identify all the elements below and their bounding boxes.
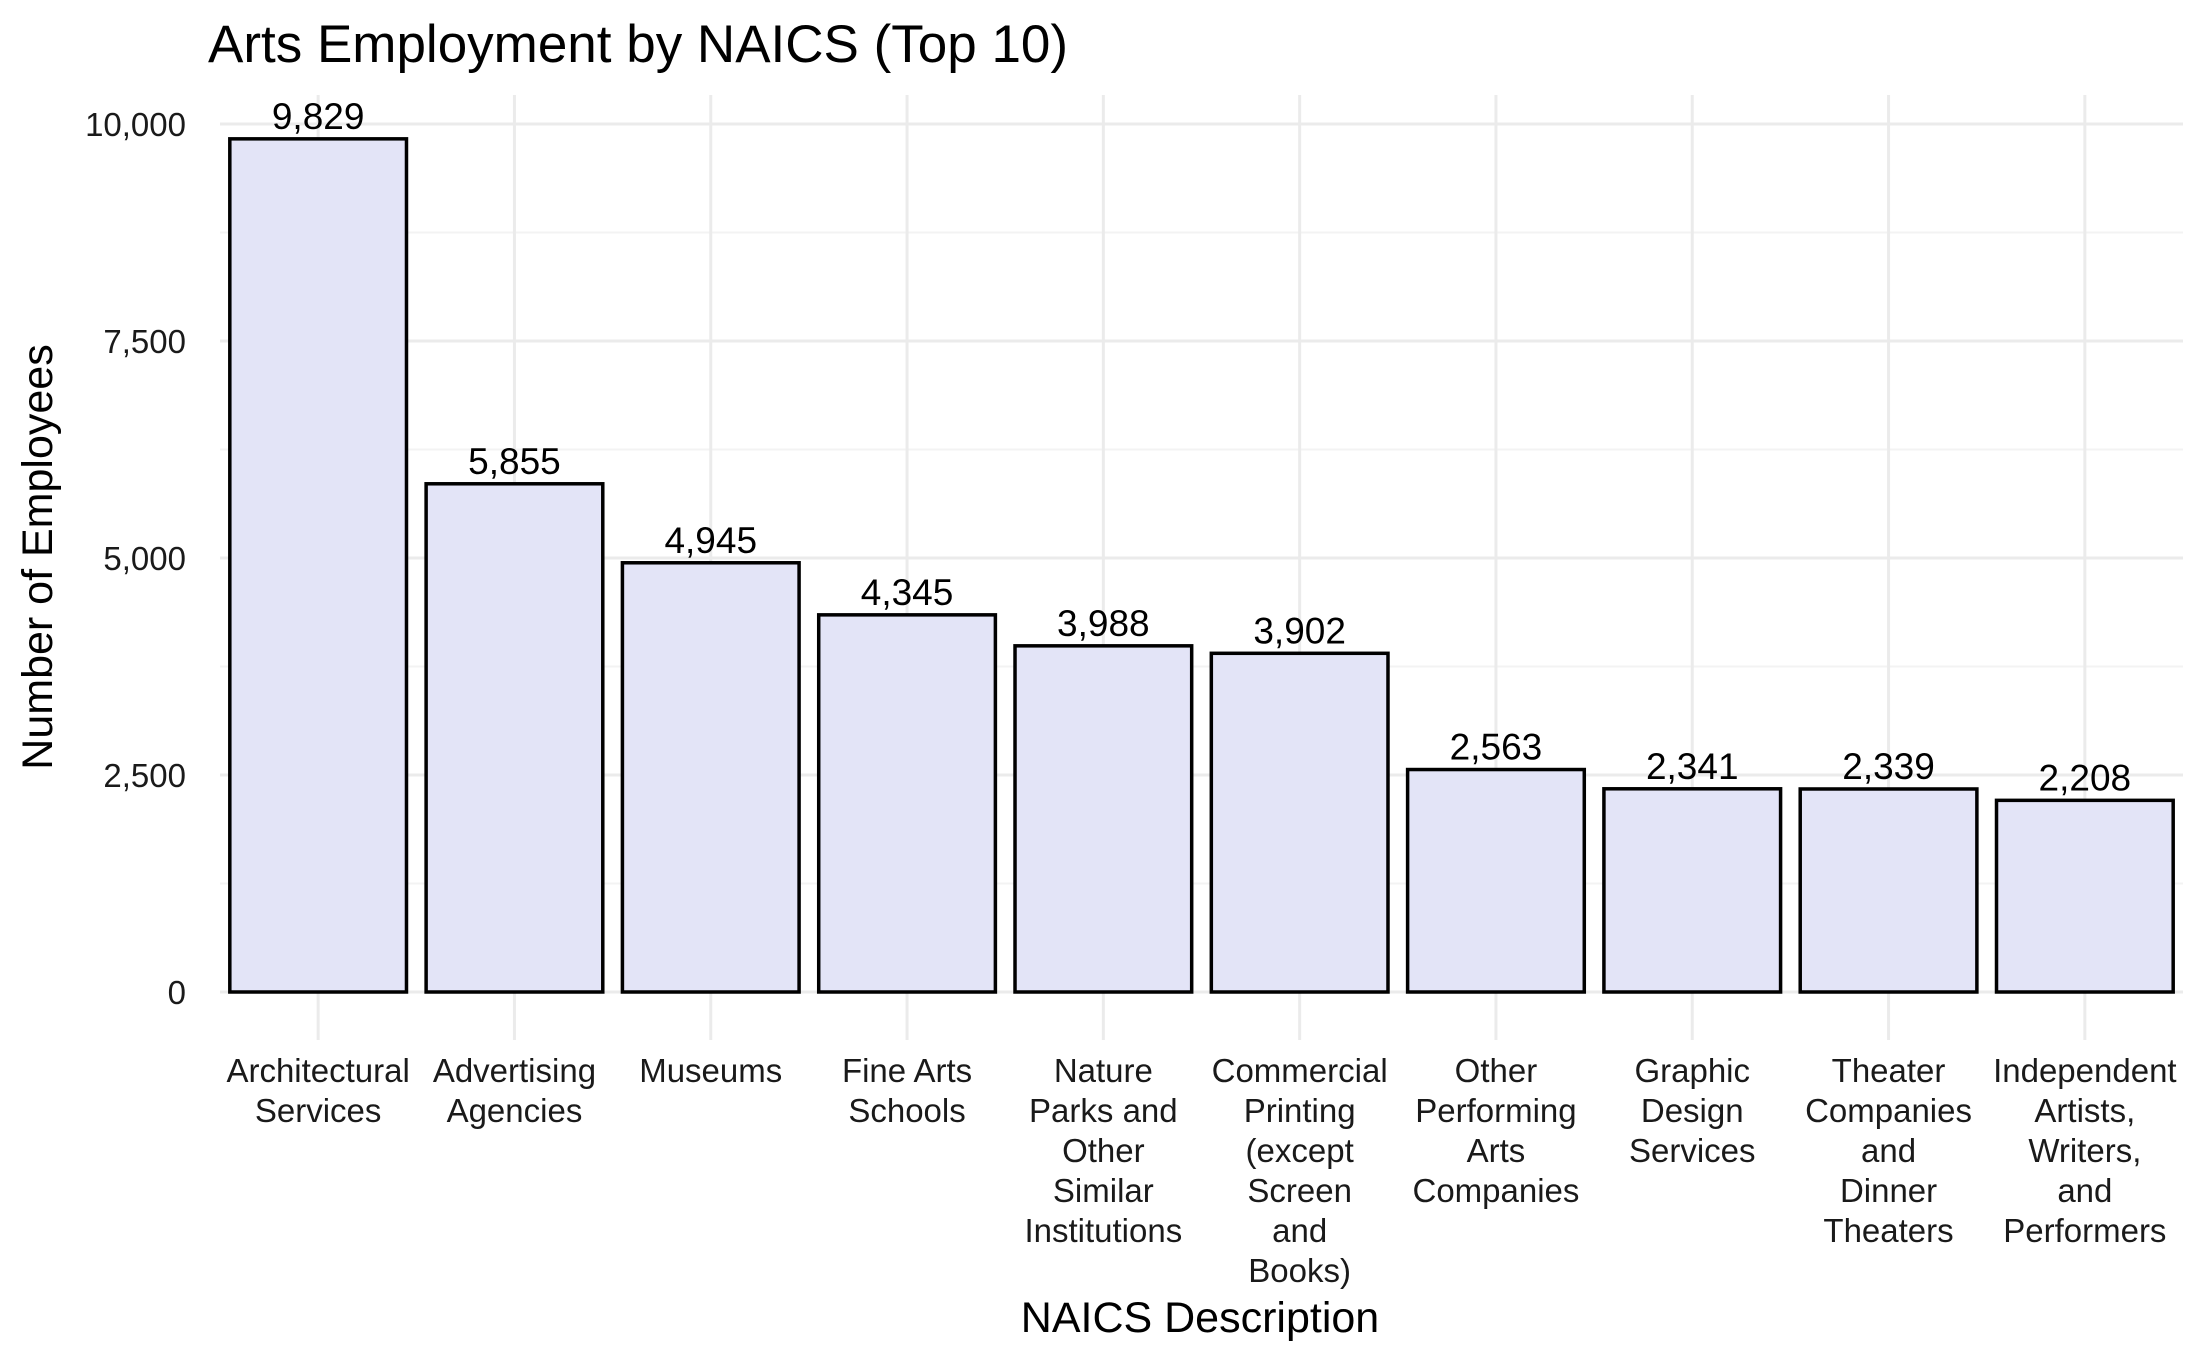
- x-tick-label: Architectural Services: [226, 1052, 409, 1129]
- bar-value-label: 2,208: [2039, 757, 2132, 798]
- x-tick-label: Fine Arts Schools: [842, 1052, 972, 1129]
- bar-value-label: 2,563: [1450, 727, 1543, 768]
- bar-value-label: 2,341: [1646, 746, 1739, 787]
- chart-title: Arts Employment by NAICS (Top 10): [208, 15, 1068, 74]
- x-axis-ticks: Architectural Services Advertising Agencies…: [226, 1052, 2176, 1289]
- x-tick-label: Graphic Design Services: [1629, 1052, 1756, 1169]
- bar: [1013, 644, 1194, 994]
- y-tick-label: 5,000: [103, 540, 186, 577]
- bar: [620, 561, 801, 994]
- x-tick-label: Museums: [639, 1052, 782, 1089]
- bar: [1602, 787, 1783, 994]
- x-tick-label: Nature Parks and Other Similar Institutions: [1024, 1052, 1182, 1249]
- bar: [228, 137, 409, 994]
- bar-value-label: 3,902: [1253, 610, 1346, 651]
- bar: [424, 482, 605, 994]
- y-axis-ticks: 0 2,500 5,000 7,500 10,000: [85, 106, 186, 1011]
- x-tick-label: Theater Companies and Dinner Theaters: [1805, 1052, 1972, 1249]
- bars: [228, 137, 2175, 994]
- bar-value-label: 3,988: [1057, 603, 1150, 644]
- x-tick-label: Independent Artists, Writers, and Performers: [1993, 1052, 2177, 1249]
- bar: [1209, 651, 1390, 994]
- x-axis-title: NAICS Description: [1021, 1294, 1379, 1342]
- bar: [816, 613, 998, 994]
- bar: [1798, 787, 1979, 994]
- x-tick-label: Commercial Printing (except Screen and Books): [1212, 1052, 1388, 1289]
- x-tick-label: Other Performing Arts Companies: [1412, 1052, 1579, 1209]
- bar-value-label: 4,345: [861, 572, 954, 613]
- bar: [1405, 767, 1587, 994]
- data-labels: 9,829 5,855 4,945 4,345 3,988 3,902 2,563 2,341…: [272, 96, 2131, 799]
- y-tick-label: 7,500: [103, 323, 186, 360]
- bar-value-label: 5,855: [468, 441, 561, 482]
- bar-value-label: 2,339: [1842, 746, 1935, 787]
- bar: [1994, 798, 2175, 994]
- bar-value-label: 4,945: [664, 520, 757, 561]
- y-tick-label: 0: [168, 974, 186, 1011]
- y-tick-label: 10,000: [85, 106, 186, 143]
- y-axis-title: Number of Employees: [14, 344, 62, 769]
- bar-value-label: 9,829: [272, 96, 365, 137]
- y-tick-label: 2,500: [103, 757, 186, 794]
- x-tick-label: Advertising Agencies: [433, 1052, 596, 1129]
